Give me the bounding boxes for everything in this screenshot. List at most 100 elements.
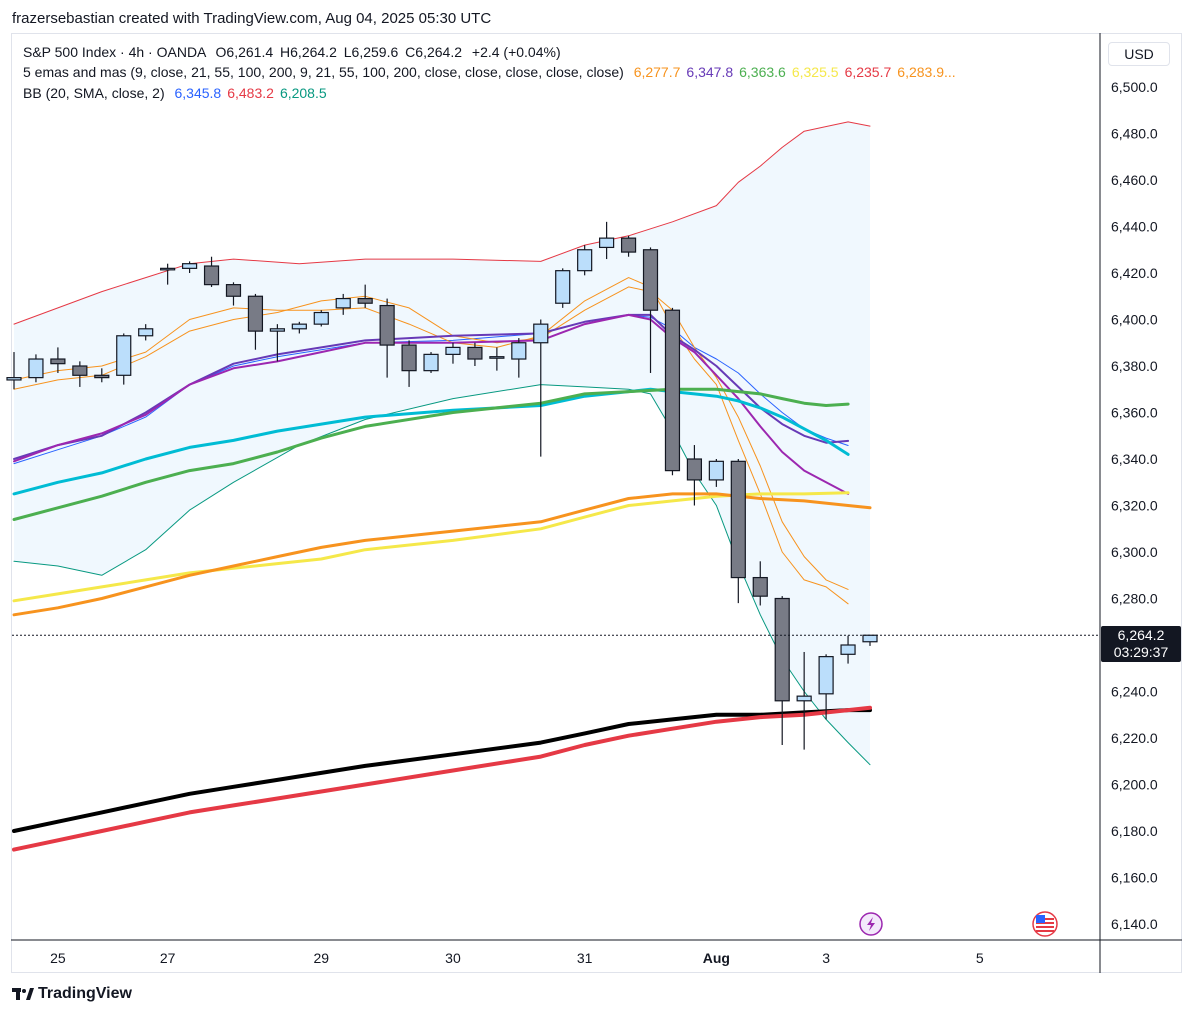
candle-body xyxy=(730,460,746,579)
candle-body xyxy=(401,344,417,372)
chart-frame xyxy=(11,33,1182,973)
candle-body xyxy=(752,576,768,597)
x-tick-label: 3 xyxy=(822,950,830,966)
candle[interactable] xyxy=(181,261,198,273)
chart-icons[interactable] xyxy=(859,911,1058,937)
candle-body xyxy=(72,365,88,376)
y-tick-label: 6,300.0 xyxy=(1111,544,1158,560)
lightning-icon[interactable] xyxy=(859,912,883,936)
series-line-ema-21 xyxy=(13,313,850,495)
candle[interactable] xyxy=(379,298,395,378)
candle[interactable] xyxy=(467,342,483,366)
x-tick-label: 25 xyxy=(50,950,66,966)
candle[interactable] xyxy=(94,368,110,383)
legend-bb-title[interactable]: BB (20, SMA, close, 2) xyxy=(23,85,165,101)
legend-symbol[interactable]: S&P 500 Index · 4h · OANDA xyxy=(23,44,206,60)
candle[interactable] xyxy=(730,459,746,604)
candle[interactable] xyxy=(555,268,571,308)
candle-body xyxy=(708,460,724,481)
candle[interactable] xyxy=(577,245,593,276)
candle[interactable] xyxy=(752,561,768,606)
candle[interactable] xyxy=(533,319,549,457)
candle-body xyxy=(511,342,527,360)
candle[interactable] xyxy=(335,293,351,315)
candle[interactable] xyxy=(401,340,417,387)
candle-body xyxy=(335,297,351,309)
candle[interactable] xyxy=(489,347,505,371)
candle-body xyxy=(862,634,878,643)
candle[interactable] xyxy=(269,324,285,362)
candle-body xyxy=(686,458,703,481)
candle-body xyxy=(203,265,220,286)
candle[interactable] xyxy=(50,347,66,373)
series-line-ema-100 xyxy=(12,492,872,617)
legend-ema-title[interactable]: 5 emas and mas (9, close, 21, 55, 100, 2… xyxy=(23,64,624,80)
candle[interactable] xyxy=(818,654,834,720)
legend-o-label: O xyxy=(215,44,227,60)
bb-band-fill xyxy=(14,121,870,765)
series-line-sma-200 xyxy=(12,708,872,833)
bb-value-2: 6,208.5 xyxy=(279,85,327,101)
tradingview-logo[interactable]: TradingView xyxy=(12,985,132,1003)
legend-l-value: 6,259.6 xyxy=(351,44,399,60)
candle[interactable] xyxy=(445,342,461,364)
ema-value-4: 6,235.7 xyxy=(844,64,892,80)
legend-emas: 5 emas and mas (9, close, 21, 55, 100, 2… xyxy=(23,64,956,80)
candle[interactable] xyxy=(72,361,88,387)
candle[interactable] xyxy=(796,651,812,750)
y-tick-label: 6,340.0 xyxy=(1111,451,1158,467)
candle[interactable] xyxy=(774,596,790,745)
candle[interactable] xyxy=(423,352,439,373)
candle[interactable] xyxy=(664,307,681,476)
candle-body xyxy=(840,644,856,655)
candle-body xyxy=(664,309,681,472)
candle-body xyxy=(247,295,264,332)
currency-button[interactable]: USD xyxy=(1108,42,1170,66)
candle-body xyxy=(116,335,132,376)
candles[interactable] xyxy=(6,221,878,750)
x-tick-label: Aug xyxy=(703,950,730,966)
x-tick-label: 5 xyxy=(976,950,984,966)
bb-value-1: 6,483.2 xyxy=(227,85,274,101)
candle[interactable] xyxy=(160,263,176,285)
tradingview-brand: TradingView xyxy=(38,985,132,1002)
ema-value-3: 6,325.5 xyxy=(791,64,839,80)
ema-value-2: 6,363.6 xyxy=(739,64,786,80)
legend-bb: BB (20, SMA, close, 2) 6,345.8 6,483.2 6,2… xyxy=(23,85,327,101)
candle-body xyxy=(94,374,110,379)
candle-body xyxy=(489,356,505,359)
candle[interactable] xyxy=(686,445,703,506)
candle[interactable] xyxy=(620,235,637,257)
candle[interactable] xyxy=(225,282,242,306)
us-flag-icon[interactable] xyxy=(1032,911,1058,937)
candle-body xyxy=(269,328,285,332)
candle[interactable] xyxy=(599,221,615,260)
candle[interactable] xyxy=(28,354,44,383)
candle[interactable] xyxy=(708,459,724,487)
candle[interactable] xyxy=(313,310,329,327)
y-tick-label: 6,440.0 xyxy=(1111,219,1158,235)
candle-body xyxy=(577,249,593,272)
candle[interactable] xyxy=(138,324,154,341)
candle[interactable] xyxy=(291,321,307,334)
candle[interactable] xyxy=(357,284,373,308)
candle[interactable] xyxy=(116,333,132,385)
x-tick-label: 31 xyxy=(577,950,593,966)
legend-o-value: 6,261.4 xyxy=(226,44,274,60)
candle-body xyxy=(818,656,834,695)
candle[interactable] xyxy=(203,256,220,287)
y-tick-label: 6,240.0 xyxy=(1111,684,1158,700)
series-line-bb-upper xyxy=(13,121,871,325)
candle[interactable] xyxy=(247,293,264,350)
candle[interactable] xyxy=(511,338,527,378)
legend-ema-values: 6,277.7 6,347.8 6,363.6 6,325.5 6,235.7 6,283… xyxy=(628,64,956,80)
candle[interactable] xyxy=(6,352,22,390)
candle-body xyxy=(796,695,812,702)
candle[interactable] xyxy=(642,247,659,373)
series-line-ema-200 xyxy=(12,705,872,852)
ema-value-1: 6,347.8 xyxy=(686,64,734,80)
current-price-tag: 6,264.2 03:29:37 xyxy=(1101,626,1181,662)
bb-value-0: 6,345.8 xyxy=(174,85,222,101)
candle[interactable] xyxy=(840,635,856,664)
